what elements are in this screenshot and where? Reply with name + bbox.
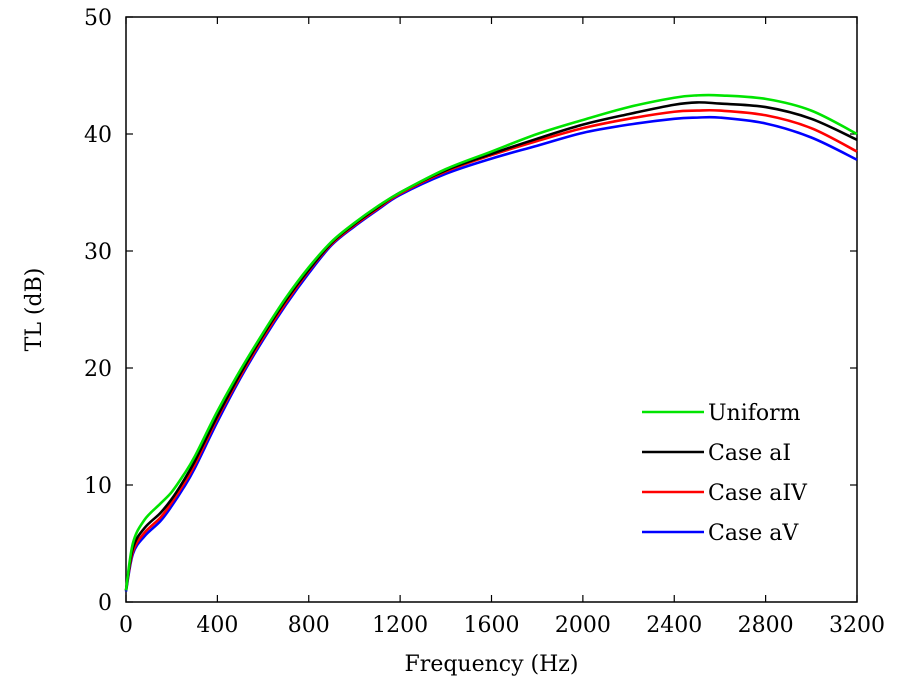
- legend-label-case-av: Case aV: [708, 521, 799, 546]
- tick-marks: [125, 16, 858, 603]
- x-tick-label-0: 0: [119, 613, 133, 638]
- y-axis-label: TL (dB): [22, 268, 47, 352]
- y-tick-label-4: 40: [84, 123, 112, 148]
- y-tick-label-3: 30: [84, 240, 112, 265]
- tick-labels: 0 400 800 1200 1600 2000 2400 2800 3200 0 10 20 30 40…: [84, 6, 885, 638]
- y-tick-label-2: 20: [84, 357, 112, 382]
- x-tick-label-2: 800: [288, 613, 330, 638]
- x-tick-label-5: 2000: [555, 613, 611, 638]
- series-line-case-ai: [124, 101, 858, 591]
- y-tick-label-5: 50: [84, 6, 112, 31]
- series-line-case-aiv: [124, 108, 858, 591]
- series-lines: [124, 93, 858, 592]
- legend-label-case-aiv: Case aIV: [708, 481, 808, 506]
- x-tick-label-1: 400: [196, 613, 238, 638]
- x-tick-label-4: 1600: [464, 613, 520, 638]
- x-tick-label-8: 3200: [829, 613, 885, 638]
- x-tick-label-7: 2800: [738, 613, 794, 638]
- legend: Uniform Case aI Case aIV Case aV: [642, 401, 808, 546]
- x-tick-label-6: 2400: [646, 613, 702, 638]
- y-tick-label-0: 0: [98, 591, 112, 616]
- legend-label-uniform: Uniform: [708, 401, 801, 426]
- series-line-uniform: [124, 93, 858, 591]
- y-tick-label-1: 10: [84, 474, 112, 499]
- legend-label-case-ai: Case aI: [708, 441, 791, 466]
- x-axis-label: Frequency (Hz): [405, 652, 579, 677]
- x-tick-label-3: 1200: [372, 613, 428, 638]
